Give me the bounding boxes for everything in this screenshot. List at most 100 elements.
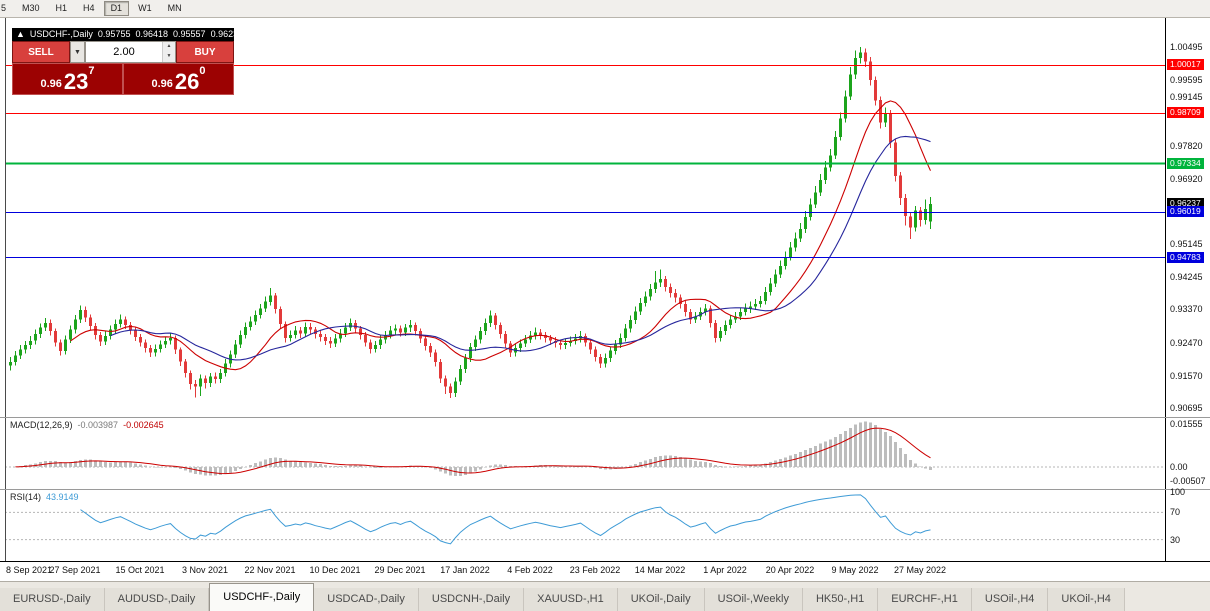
price-axis-tick: 0.97820 (1170, 141, 1203, 151)
price-axis-tick: 0.93370 (1170, 304, 1203, 314)
candles (9, 47, 932, 399)
chart-tab-eurchf-h1[interactable]: EURCHF-,H1 (878, 588, 972, 611)
date-axis-label: 9 May 2022 (831, 565, 879, 575)
date-axis-label: 23 Feb 2022 (569, 565, 621, 575)
price-chart[interactable] (5, 18, 1165, 417)
date-axis-label: 8 Sep 2021 (6, 565, 53, 575)
chart-tab-bar: EURUSD-,Daily AUDUSD-,Daily USDCHF-,Daily U… (0, 581, 1210, 611)
chart-tab-xauusd-h1[interactable]: XAUUSD-,H1 (524, 588, 618, 611)
date-axis-label: 3 Nov 2021 (181, 565, 229, 575)
chart-tab-hk50-h1[interactable]: HK50-,H1 (802, 588, 879, 611)
ohlc-low: 0.95557 (173, 29, 206, 39)
chart-tab-eurusd-daily[interactable]: EURUSD-,Daily (0, 588, 105, 611)
volume-increase-button[interactable]: ▲ (163, 42, 175, 52)
chart-tab-ukoil-h4[interactable]: UKOil-,H4 (1048, 588, 1125, 611)
price-axis-tick: 0.94245 (1170, 272, 1203, 282)
chart-tab-audusd-daily[interactable]: AUDUSD-,Daily (104, 588, 210, 611)
collapse-arrow-icon[interactable]: ▲ (16, 29, 25, 39)
panel-separator-macd[interactable] (0, 417, 1210, 418)
timeframe-button-m30[interactable]: M30 (15, 1, 47, 16)
rsi-axis-label: 70 (1170, 507, 1181, 517)
date-axis-label: 22 Nov 2021 (244, 565, 296, 575)
timeframe-button-h1[interactable]: H1 (49, 1, 75, 16)
volume-field[interactable]: 2.00 ▲ ▼ (85, 41, 176, 63)
date-axis-label: 15 Oct 2021 (115, 565, 165, 575)
macd-indicator-panel[interactable] (5, 417, 1165, 489)
price-axis-tick: 0.92470 (1170, 338, 1203, 348)
rsi-axis-label: 30 (1170, 535, 1181, 545)
macd-label: MACD(12,26,9) -0.003987 -0.002645 (10, 420, 164, 430)
chart-tab-usdcnh-daily[interactable]: USDCNH-,Daily (418, 588, 525, 611)
macd-axis-label: 0.01555 (1170, 419, 1203, 429)
volume-dropdown-button[interactable]: ▼ (70, 41, 85, 63)
bid-pip-digit: 7 (88, 65, 95, 77)
date-axis-label: 10 Dec 2021 (309, 565, 361, 575)
date-axis-label: 20 Apr 2022 (765, 565, 815, 575)
price-axis-badge: 0.94783 (1167, 252, 1204, 263)
date-axis-label: 29 Dec 2021 (374, 565, 426, 575)
ma-slow-line[interactable] (110, 135, 931, 361)
price-axis: 1.00495 0.99595 0.99145 0.97820 0.96920 0.951… (1166, 0, 1210, 581)
macd-axis-label: 0.00 (1170, 462, 1188, 472)
ohlc-high: 0.96418 (135, 29, 169, 39)
timeframe-toolbar: 5 M30 H1 H4 D1 W1 MN (0, 0, 1210, 18)
bid-price: 0.96 23 7 (12, 63, 123, 95)
volume-value[interactable]: 2.00 (113, 46, 135, 58)
macd-signal-line (15, 427, 931, 475)
price-axis-badge: 1.00017 (1167, 59, 1204, 70)
price-axis-tick: 1.00495 (1170, 42, 1203, 52)
chart-tab-usoil-weekly[interactable]: USOil-,Weekly (704, 588, 803, 611)
price-axis-badge: 0.96237 (1167, 198, 1204, 209)
timeframe-button-5[interactable]: 5 (0, 1, 13, 16)
date-axis-border (0, 561, 1210, 562)
timeframe-button-d1[interactable]: D1 (103, 1, 130, 16)
macd-axis-label: -0.00507 (1170, 476, 1206, 486)
date-axis-label: 1 Apr 2022 (703, 565, 747, 575)
timeframe-button-w1[interactable]: W1 (131, 1, 159, 16)
date-axis-label: 17 Jan 2022 (440, 565, 490, 575)
date-axis-label: 27 May 2022 (893, 565, 947, 575)
timeframe-button-h4[interactable]: H4 (76, 1, 102, 16)
price-axis-tick: 0.99145 (1170, 92, 1203, 102)
rsi-name: RSI(14) (10, 492, 42, 502)
date-axis-label: 4 Feb 2022 (507, 565, 553, 575)
bid-big-digits: 23 (63, 69, 89, 94)
chart-tab-ukoil-daily[interactable]: UKOil-,Daily (617, 588, 705, 611)
rsi-value: 43.9149 (46, 492, 79, 502)
chart-tab-usoil-h4[interactable]: USOil-,H4 (971, 588, 1049, 611)
price-axis-badge: 0.98709 (1167, 107, 1204, 118)
ask-big-digits: 26 (174, 69, 200, 94)
ohlc-close: 0.96237 (210, 29, 244, 39)
ask-pip-digit: 0 (199, 65, 206, 77)
panel-separator-rsi[interactable] (0, 489, 1210, 490)
rsi-axis-label: 100 (1170, 487, 1186, 497)
macd-value-main: -0.003987 (77, 420, 119, 430)
ask-base: 0.96 (151, 78, 173, 90)
chart-tab-usdchf-daily[interactable]: USDCHF-,Daily (209, 583, 315, 611)
rsi-indicator-panel[interactable] (5, 489, 1165, 561)
volume-decrease-button[interactable]: ▼ (163, 52, 175, 62)
price-axis-tick: 0.91570 (1170, 371, 1203, 381)
buy-button[interactable]: BUY (176, 41, 234, 63)
price-axis-border (1165, 18, 1166, 561)
date-axis-label: 27 Sep 2021 (49, 565, 101, 575)
date-axis-label: 14 Mar 2022 (634, 565, 686, 575)
rsi-line (80, 494, 931, 545)
price-axis-badge: 0.97334 (1167, 158, 1204, 169)
chart-left-border (5, 18, 6, 561)
price-axis-tick: 0.99595 (1170, 75, 1203, 85)
price-axis-tick: 0.90695 (1170, 403, 1203, 413)
bid-base: 0.96 (40, 78, 62, 90)
ohlc-open: 0.95755 (97, 29, 131, 39)
price-axis-tick: 0.95145 (1170, 239, 1203, 249)
bid-ask-display: 0.96 23 7 0.96 26 0 (12, 63, 234, 95)
rsi-label: RSI(14) 43.9149 (10, 492, 79, 502)
volume-stepper: ▲ ▼ (162, 42, 175, 62)
sell-button[interactable]: SELL (12, 41, 70, 63)
timeframe-button-mn[interactable]: MN (161, 1, 189, 16)
ma-fast-line[interactable] (70, 100, 932, 371)
macd-value-signal: -0.002645 (123, 420, 164, 430)
chart-tab-usdcad-daily[interactable]: USDCAD-,Daily (314, 588, 419, 611)
trade-controls-row: SELL ▼ 2.00 ▲ ▼ BUY (12, 41, 234, 63)
one-click-trading-panel: ▲ USDCHF-,Daily 0.95755 0.96418 0.95557 … (12, 28, 243, 95)
